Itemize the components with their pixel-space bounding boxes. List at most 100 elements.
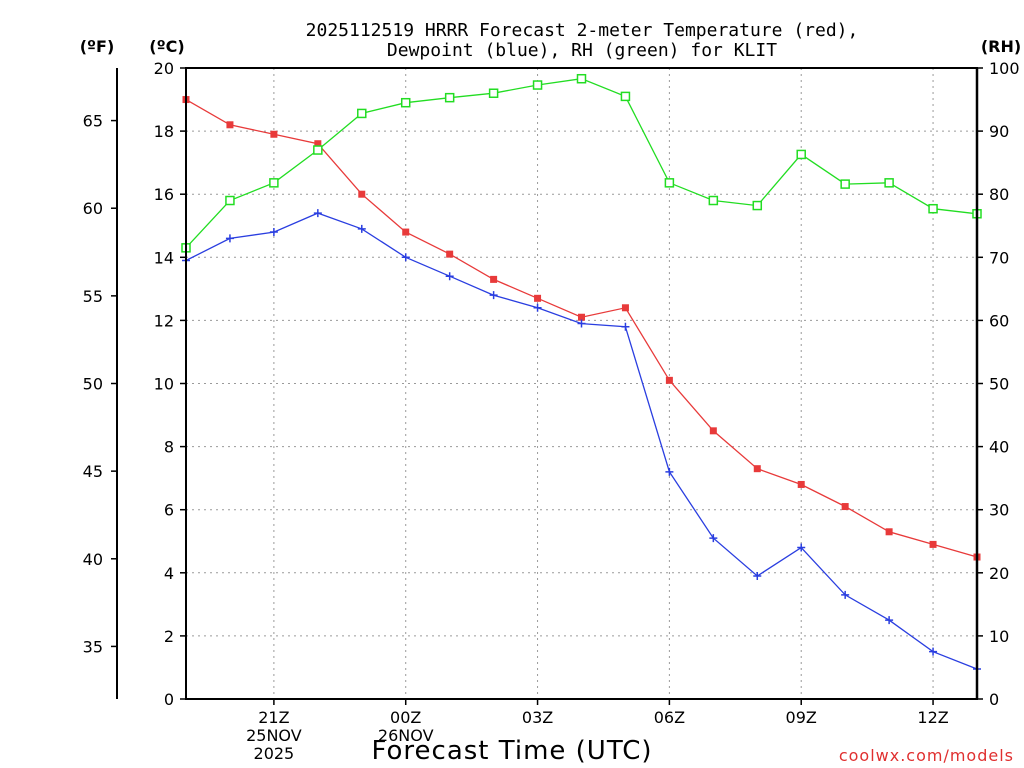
rh-tick-label: 60 xyxy=(989,311,1009,330)
temperature-point xyxy=(621,304,629,312)
temperature-point xyxy=(226,121,234,129)
rh-tick-label: 0 xyxy=(989,690,999,709)
fahrenheit-tick-label: 65 xyxy=(83,112,103,131)
rh-tick-label: 80 xyxy=(989,185,1009,204)
rh-point xyxy=(840,179,850,189)
fahrenheit-unit-label: (ºF) xyxy=(80,37,115,56)
temperature-point xyxy=(665,376,673,384)
celsius-tick-label: 16 xyxy=(154,185,174,204)
dewpoint-point xyxy=(929,647,938,656)
celsius-tick-label: 0 xyxy=(164,690,174,709)
rh-line xyxy=(185,78,978,249)
celsius-tick-label: 14 xyxy=(154,248,174,267)
temperature-line xyxy=(185,99,978,558)
rh-point xyxy=(357,108,367,119)
rh-point xyxy=(225,195,235,206)
rh-tick-label: 10 xyxy=(989,627,1009,646)
dewpoint-point xyxy=(533,303,542,312)
rh-point xyxy=(576,73,587,84)
celsius-tick-label: 2 xyxy=(164,627,174,646)
temperature-point xyxy=(358,190,366,198)
temperature-point xyxy=(402,228,410,236)
rh-point xyxy=(928,203,938,214)
rh-tick-label: 90 xyxy=(989,122,1009,141)
dewpoint-point xyxy=(797,543,806,552)
chart-title-line2: Dewpoint (blue), RH (green) for KLIT xyxy=(387,40,777,61)
temperature-point xyxy=(314,140,322,148)
rh-unit-label: (RH) xyxy=(981,37,1021,56)
fahrenheit-tick-label: 55 xyxy=(83,287,103,306)
dewpoint-point xyxy=(665,467,674,476)
dewpoint-point xyxy=(577,319,586,328)
x-tick-label: 26NOV xyxy=(378,726,434,745)
dewpoint-point xyxy=(225,234,234,243)
dewpoint-line xyxy=(185,212,978,670)
rh-tick-label: 40 xyxy=(989,438,1009,457)
fahrenheit-tick-label: 35 xyxy=(83,637,103,656)
rh-point xyxy=(620,91,631,102)
celsius-unit-label: (ºC) xyxy=(149,37,184,56)
dewpoint-point xyxy=(313,209,322,218)
celsius-tick-label: 6 xyxy=(164,501,174,520)
rh-tick-label: 20 xyxy=(989,564,1009,583)
grid xyxy=(186,68,977,699)
rh-point xyxy=(532,80,543,90)
fahrenheit-tick-label: 40 xyxy=(83,550,103,569)
celsius-tick-label: 12 xyxy=(154,311,174,330)
chart-title-line1: 2025112519 HRRR Forecast 2-meter Tempera… xyxy=(306,20,859,41)
rh-point xyxy=(796,149,806,160)
temperature-point xyxy=(797,480,805,488)
celsius-tick-label: 8 xyxy=(164,438,174,457)
temperature-point xyxy=(446,250,454,258)
rh-tick-label: 50 xyxy=(989,375,1009,394)
fahrenheit-tick-label: 60 xyxy=(83,199,103,218)
series-layer xyxy=(181,73,982,674)
rh-point xyxy=(488,88,499,98)
temperature-point xyxy=(578,313,585,321)
rh-point xyxy=(269,178,279,188)
rh-point xyxy=(708,195,719,206)
x-tick-label: 2025 xyxy=(254,744,295,763)
dewpoint-point xyxy=(621,322,630,331)
rh-tick-label: 100 xyxy=(989,59,1020,78)
axes: 0 2 4 6 8 10 12 14 16 18 20 0 10 20 30 40 50 60 70 80 90 100 3… xyxy=(83,59,1020,763)
x-tick-label: 12Z xyxy=(917,708,948,727)
fahrenheit-tick-label: 50 xyxy=(83,375,103,394)
dewpoint-point xyxy=(489,291,498,300)
rh-tick-label: 70 xyxy=(989,248,1009,267)
dewpoint-point xyxy=(841,590,850,599)
x-tick-label: 03Z xyxy=(522,708,553,727)
rh-point xyxy=(313,145,323,155)
dewpoint-point xyxy=(445,272,454,281)
dewpoint-point xyxy=(357,224,366,233)
rh-tick-label: 30 xyxy=(989,501,1009,520)
x-tick-label: 06Z xyxy=(654,708,685,727)
rh-point xyxy=(884,178,894,188)
temperature-point xyxy=(885,528,893,536)
rh-point xyxy=(664,178,675,188)
dewpoint-point xyxy=(269,228,278,237)
temperature-point xyxy=(753,465,761,473)
x-axis-label: Forecast Time (UTC) xyxy=(371,736,652,766)
temperature-point xyxy=(841,503,849,511)
celsius-tick-label: 10 xyxy=(154,375,174,394)
dewpoint-point xyxy=(753,571,762,580)
x-tick-label: 21Z xyxy=(258,708,289,727)
credit-text: coolwx.com/models xyxy=(839,746,1014,765)
temperature-point xyxy=(490,275,498,283)
x-tick-label: 09Z xyxy=(786,708,817,727)
x-tick-label: 25NOV xyxy=(246,726,302,745)
fahrenheit-tick-label: 45 xyxy=(83,462,103,481)
dewpoint-point xyxy=(709,534,718,543)
celsius-tick-label: 18 xyxy=(154,122,174,141)
x-tick-label: 00Z xyxy=(390,708,421,727)
dewpoint-point xyxy=(885,616,894,625)
rh-point xyxy=(444,92,455,103)
rh-point xyxy=(752,200,763,211)
rh-point xyxy=(400,97,411,108)
temperature-point xyxy=(709,427,717,435)
temperature-point xyxy=(270,130,278,138)
temperature-point xyxy=(534,294,542,302)
celsius-tick-label: 4 xyxy=(164,564,174,583)
